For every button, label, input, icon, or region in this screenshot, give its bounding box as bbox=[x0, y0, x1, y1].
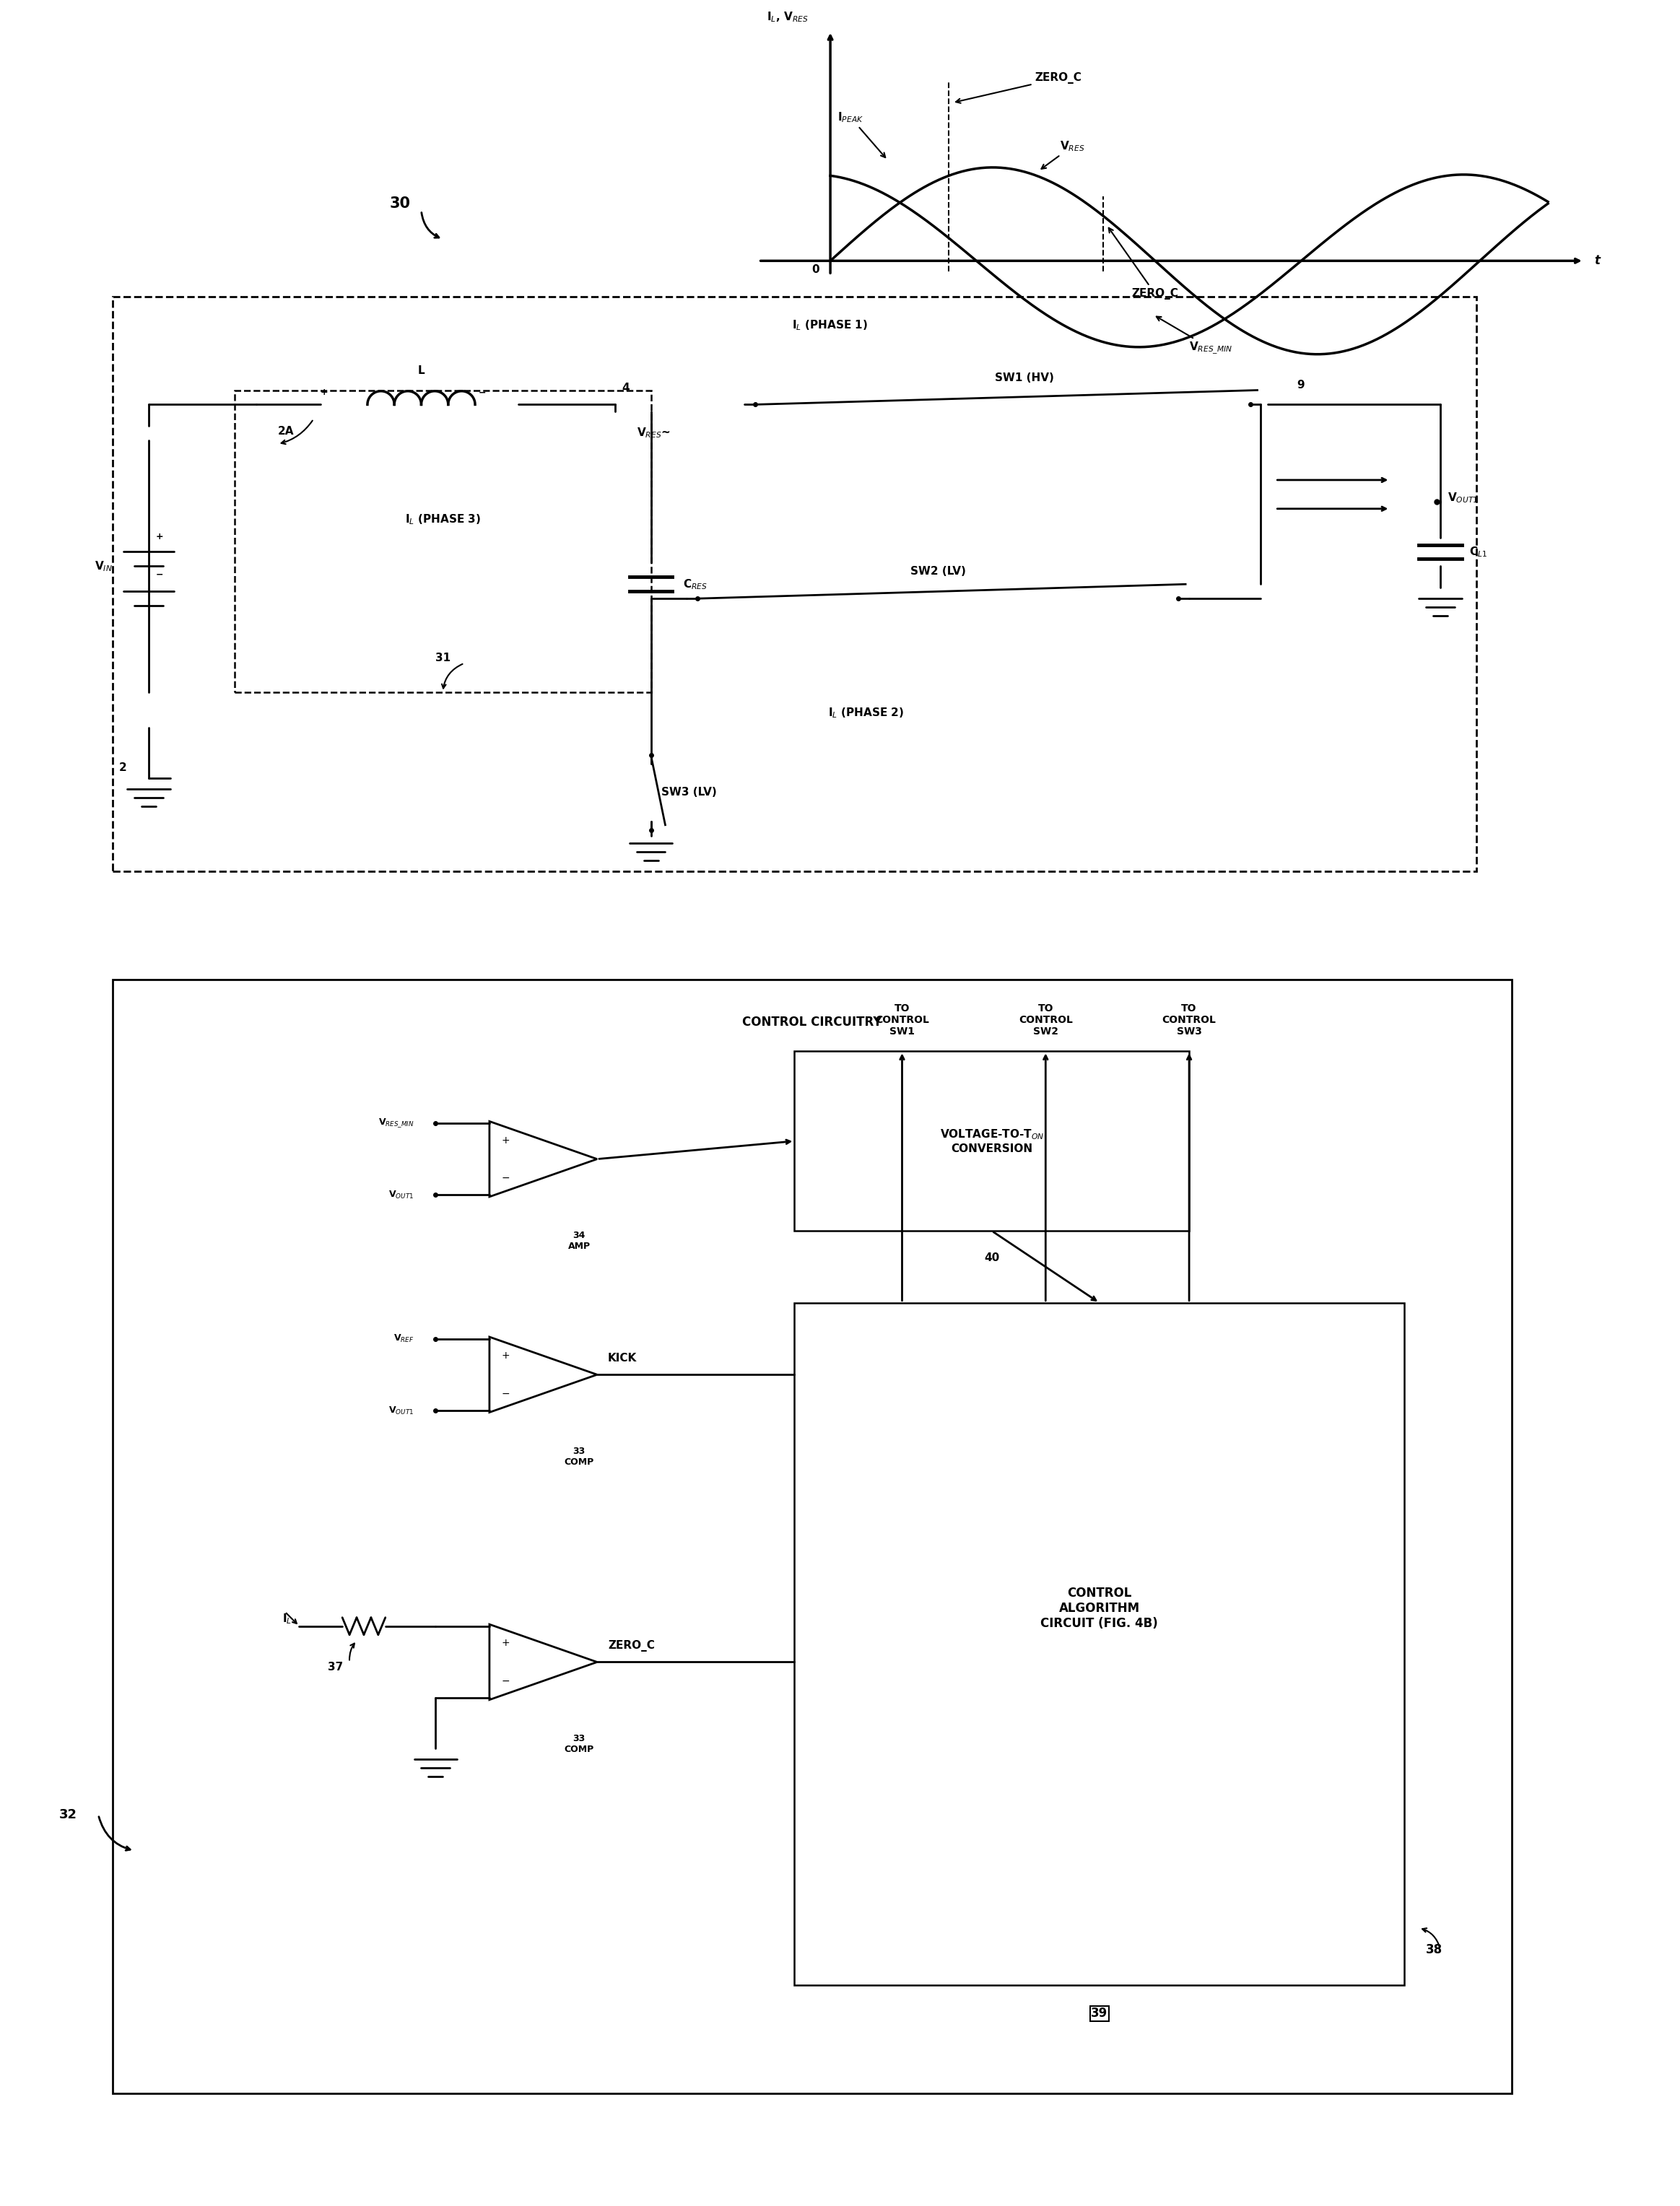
Text: I$_L$ (PHASE 1): I$_L$ (PHASE 1) bbox=[793, 318, 869, 331]
Text: KICK: KICK bbox=[608, 1352, 637, 1363]
Bar bbox=[113, 298, 1477, 871]
Bar bbox=[235, 390, 650, 693]
Text: 31: 31 bbox=[435, 653, 450, 664]
Text: VOLTAGE-TO-T$_{ON}$
CONVERSION: VOLTAGE-TO-T$_{ON}$ CONVERSION bbox=[939, 1127, 1043, 1154]
Text: −: − bbox=[501, 1174, 509, 1182]
Text: I$_L$, V$_{RES}$: I$_L$, V$_{RES}$ bbox=[768, 11, 808, 24]
Text: V$_{RES}$: V$_{RES}$ bbox=[1042, 139, 1085, 170]
Text: TO
CONTROL
SW2: TO CONTROL SW2 bbox=[1018, 1004, 1072, 1037]
Text: 37: 37 bbox=[328, 1661, 343, 1672]
Text: 30: 30 bbox=[390, 196, 410, 210]
Text: V$_{RES\_MIN}$: V$_{RES\_MIN}$ bbox=[378, 1116, 413, 1129]
Text: 9: 9 bbox=[1297, 379, 1304, 390]
Text: 0: 0 bbox=[811, 265, 820, 276]
Text: +: + bbox=[501, 1136, 509, 1145]
Text: V$_{OUT1}$: V$_{OUT1}$ bbox=[388, 1189, 413, 1200]
Text: SW2 (LV): SW2 (LV) bbox=[911, 567, 966, 578]
Text: V$_{IN}$: V$_{IN}$ bbox=[94, 560, 113, 574]
Text: C$_{L1}$: C$_{L1}$ bbox=[1468, 545, 1487, 558]
Text: SW1 (HV): SW1 (HV) bbox=[995, 373, 1053, 384]
Text: CONTROL
ALGORITHM
CIRCUIT (FIG. 4B): CONTROL ALGORITHM CIRCUIT (FIG. 4B) bbox=[1040, 1586, 1158, 1630]
Text: ZERO_C: ZERO_C bbox=[956, 73, 1082, 104]
Text: −: − bbox=[479, 388, 486, 397]
Text: +: + bbox=[321, 388, 328, 397]
Text: V$_{OUT1}$: V$_{OUT1}$ bbox=[388, 1405, 413, 1416]
Text: ZERO_C: ZERO_C bbox=[1109, 227, 1179, 300]
Text: 32: 32 bbox=[59, 1809, 77, 1822]
Text: I$_L$ (PHASE 3): I$_L$ (PHASE 3) bbox=[405, 512, 480, 527]
Text: ZERO_C: ZERO_C bbox=[608, 1639, 655, 1652]
Text: −: − bbox=[501, 1677, 509, 1685]
Bar bbox=[795, 1304, 1404, 1985]
Text: +: + bbox=[501, 1639, 509, 1648]
Bar bbox=[113, 979, 1512, 2093]
Text: V$_{RES}$~: V$_{RES}$~ bbox=[637, 426, 670, 439]
Text: 33
COMP: 33 COMP bbox=[564, 1734, 595, 1754]
Text: I$_L$ (PHASE 2): I$_L$ (PHASE 2) bbox=[828, 706, 904, 719]
Text: +: + bbox=[501, 1350, 509, 1361]
Text: 40: 40 bbox=[984, 1253, 1000, 1264]
Text: 2A: 2A bbox=[277, 426, 294, 437]
Text: 34
AMP: 34 AMP bbox=[568, 1231, 590, 1251]
Text: C$_{RES}$: C$_{RES}$ bbox=[684, 578, 707, 591]
Text: V$_{RES\_MIN}$: V$_{RES\_MIN}$ bbox=[1156, 318, 1233, 355]
Text: TO
CONTROL
SW1: TO CONTROL SW1 bbox=[875, 1004, 929, 1037]
Text: L: L bbox=[418, 364, 425, 375]
Text: 33
COMP: 33 COMP bbox=[564, 1447, 595, 1467]
Text: 39: 39 bbox=[1090, 2007, 1107, 2021]
Text: t: t bbox=[1594, 254, 1601, 267]
Text: −: − bbox=[156, 569, 163, 580]
Bar bbox=[795, 1052, 1189, 1231]
Text: 38: 38 bbox=[1426, 1943, 1443, 1957]
Text: V$_{REF}$: V$_{REF}$ bbox=[393, 1332, 413, 1343]
Text: 4: 4 bbox=[622, 384, 630, 393]
Text: I$_L$: I$_L$ bbox=[282, 1613, 292, 1626]
Text: I$_{PEAK}$: I$_{PEAK}$ bbox=[838, 110, 885, 157]
Text: 2: 2 bbox=[119, 761, 128, 772]
Text: +: + bbox=[156, 532, 163, 540]
Text: TO
CONTROL
SW3: TO CONTROL SW3 bbox=[1163, 1004, 1216, 1037]
Text: −: − bbox=[501, 1388, 509, 1399]
Text: V$_{OUT1}$: V$_{OUT1}$ bbox=[1448, 492, 1478, 505]
Text: CONTROL CIRCUITRY: CONTROL CIRCUITRY bbox=[743, 1015, 882, 1028]
Text: SW3 (LV): SW3 (LV) bbox=[662, 788, 717, 799]
